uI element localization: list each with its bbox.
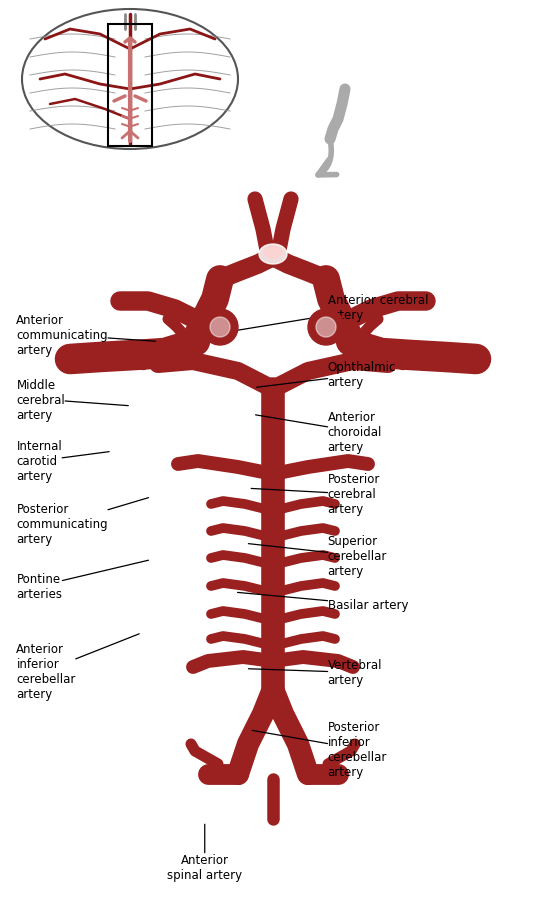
Text: Posterior
inferior
cerebellar
artery: Posterior inferior cerebellar artery [252,720,387,778]
Ellipse shape [259,244,287,265]
Ellipse shape [22,10,238,150]
Text: Anterior
spinal artery: Anterior spinal artery [167,824,242,880]
Text: Vertebral
artery: Vertebral artery [248,659,382,686]
Ellipse shape [264,246,282,259]
Text: Ophthalmic
artery: Ophthalmic artery [257,361,396,389]
Text: Anterior
choroidal
artery: Anterior choroidal artery [256,411,382,453]
Bar [108,25,152,147]
Circle shape [210,318,230,337]
Text: Middle
cerebral
artery: Middle cerebral artery [16,379,128,421]
Circle shape [316,318,336,337]
Text: Anterior
inferior
cerebellar
artery: Anterior inferior cerebellar artery [16,634,139,700]
Text: Superior
cerebellar
artery: Superior cerebellar artery [248,535,387,577]
FancyArrowPatch shape [318,142,337,176]
Text: Basilar artery: Basilar artery [238,593,408,611]
Circle shape [202,310,238,346]
Text: Posterior
communicating
artery: Posterior communicating artery [16,498,149,545]
Circle shape [308,310,344,346]
Text: Anterior cerebral
artery: Anterior cerebral artery [227,294,428,333]
Text: Pontine
arteries: Pontine arteries [16,561,149,600]
Text: Posterior
cerebral
artery: Posterior cerebral artery [251,473,380,516]
Text: Anterior
communicating
artery: Anterior communicating artery [16,314,156,357]
Text: Internal
carotid
artery: Internal carotid artery [16,440,109,482]
